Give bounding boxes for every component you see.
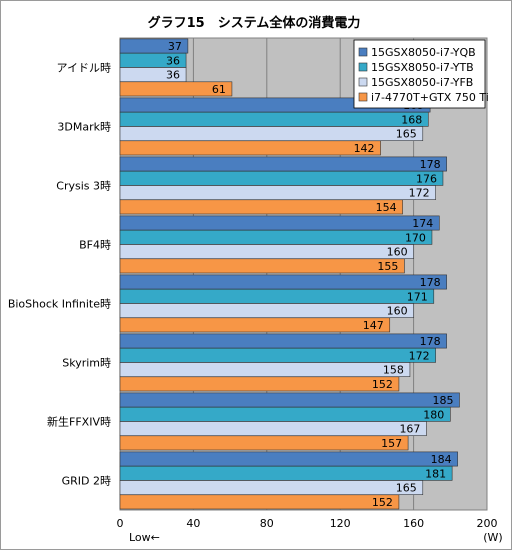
legend-entry: 15GSX8050-i7-YFB [371,76,473,89]
category-label: GRID 2時 [62,475,111,488]
bar-value-label: 176 [416,172,437,185]
bar [119,465,453,481]
legend-swatch [358,77,368,87]
bar-value-label: 185 [432,394,453,407]
bar [119,229,433,245]
bar-value-label: 180 [423,408,444,421]
bar-value-label: 178 [420,276,441,289]
bar-value-label: 158 [383,364,404,377]
bar [119,199,403,215]
x-tick-label: 160 [403,517,424,530]
bar [119,170,444,186]
bar-value-label: 147 [363,319,384,332]
bar [119,156,447,172]
bar [119,215,440,231]
legend: 15GSX8050-i7-YQB 15GSX8050-i7-YTB 15GSX805… [353,39,489,109]
category-label: BioShock Infinite時 [8,298,111,311]
bar-value-label: 168 [401,113,422,126]
bar [119,392,460,408]
legend-swatch [358,62,368,72]
bar [119,111,429,127]
bar [119,126,424,141]
x-tick-label: 40 [186,517,200,530]
bar-value-label: 165 [396,128,417,141]
legend-swatch [358,92,368,102]
bar-value-label: 36 [166,54,180,67]
category-label: アイドル時 [57,62,111,75]
bar-value-label: 171 [407,290,428,303]
bar [119,258,405,274]
bar [119,140,381,156]
category-label: 新生FFXIV時 [47,415,111,429]
bar-value-label: 155 [377,260,398,273]
bar [119,480,424,495]
category-labels: アイドル時 3DMark時 Crysis 3時 BF4時 BioShock Infini… [8,62,111,488]
x-tick-label: 120 [330,517,351,530]
x-tick-label: 0 [117,517,124,530]
legend-entry: 15GSX8050-i7-YTB [371,61,474,74]
bar [119,451,458,467]
bar [119,303,414,318]
bar-value-label: 184 [431,453,452,466]
bar-value-label: 167 [399,423,420,436]
bar-value-label: 152 [372,378,393,391]
category-label: Skyrim時 [62,357,111,370]
legend-swatch [358,47,368,57]
category-label: 3DMark時 [57,121,111,134]
bar [119,288,435,304]
bar-value-label: 174 [412,217,433,230]
bar [119,274,447,290]
bar-value-label: 181 [425,467,446,480]
x-tick-label: 80 [260,517,274,530]
bar-value-label: 170 [405,231,426,244]
bar-value-label: 165 [396,482,417,495]
legend-entry: 15GSX8050-i7-YQB [371,46,476,59]
bar-value-label: 178 [420,158,441,171]
x-tick-labels: 0 40 80 120 160 200 [117,517,498,530]
bar-value-label: 61 [212,83,226,96]
bar [119,435,409,451]
bar-value-label: 178 [420,335,441,348]
bar [119,347,436,363]
bar [119,185,436,200]
bar-value-label: 157 [381,437,402,450]
legend-entry: i7-4770T+GTX 750 Ti [371,91,489,104]
category-label: BF4時 [79,239,111,252]
x-tick-label: 200 [477,517,498,530]
legend-box [353,39,486,109]
bar [119,494,400,510]
chart-title: グラフ15 システム全体の消費電力 [148,15,361,31]
bar-value-label: 154 [376,201,397,214]
bar-value-label: 160 [387,305,408,318]
category-label: Crysis 3時 [56,180,111,193]
bar-value-label: 172 [409,349,430,362]
bar [119,362,411,377]
bar [119,317,391,333]
bar [119,376,400,392]
bar-value-label: 160 [387,246,408,259]
bar-value-label: 152 [372,496,393,509]
x-axis-unit-label: (W) [483,531,502,544]
bar [119,244,414,259]
x-axis-low-label: Low← [129,531,160,544]
bar [119,333,447,349]
bar [119,421,427,436]
bar [119,406,451,422]
bar-value-label: 142 [354,142,375,155]
bar-value-label: 37 [168,40,182,53]
bars: 3736366116916816514217817617215417417016… [119,38,460,510]
bar-value-label: 36 [166,69,180,82]
bar [119,81,233,97]
bar-value-label: 172 [409,187,430,200]
